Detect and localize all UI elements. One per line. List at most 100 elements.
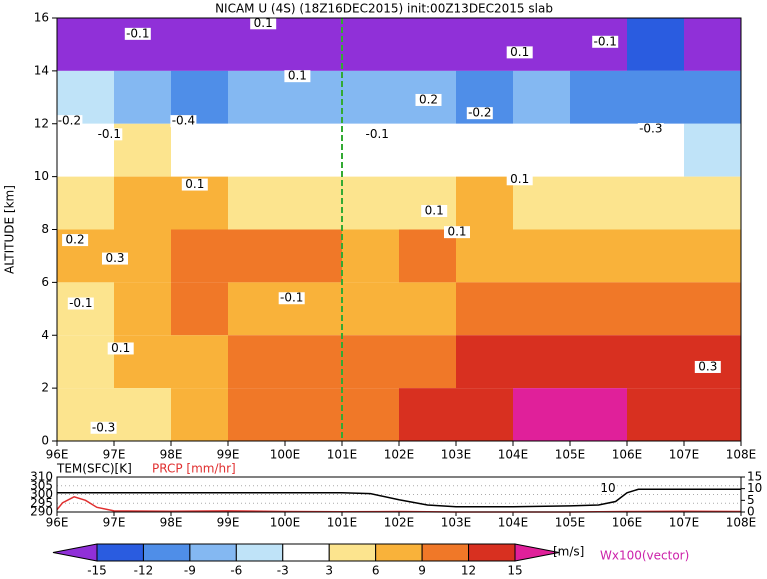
field-cell <box>513 388 570 441</box>
contour-label: 0.2 <box>66 233 85 247</box>
x-tick-label: 103E <box>441 448 472 462</box>
field-cell <box>456 388 513 441</box>
annotation-box <box>278 292 305 305</box>
field-cell <box>570 229 627 283</box>
field-cell <box>399 335 456 389</box>
colorbar-cell <box>282 543 330 562</box>
field-cell <box>627 176 684 230</box>
field-cell <box>285 335 342 389</box>
contour-label: 0.2 <box>419 92 438 106</box>
contour-label: 0.1 <box>254 16 273 30</box>
colorbar-cell <box>189 543 237 562</box>
colorbar-label: 3 <box>325 564 333 576</box>
field-cell <box>456 335 513 389</box>
contour-label: 0.1 <box>510 45 529 59</box>
annotation-box <box>102 252 128 265</box>
field-cell <box>342 70 399 124</box>
y2-tick-label: 5 <box>747 493 755 507</box>
field-cell <box>114 176 171 230</box>
contour-label: 0.1 <box>288 69 307 83</box>
field-cell <box>114 388 171 441</box>
colorbar-label: -9 <box>184 564 196 576</box>
field-cell <box>114 123 171 177</box>
field-cell <box>684 282 741 336</box>
x-tick-label: 104E <box>498 516 529 530</box>
field-cell <box>228 176 285 230</box>
field-cell <box>570 70 627 124</box>
field-cell <box>513 70 570 124</box>
field-cell <box>228 335 285 389</box>
field-cell <box>228 282 285 336</box>
field-cell <box>684 123 741 177</box>
colorbar-label: -3 <box>277 564 289 576</box>
lower-frame <box>56 476 742 513</box>
x-tick-label: 99E <box>217 448 240 462</box>
field-cell <box>114 18 171 71</box>
field-cell <box>456 229 513 283</box>
y-tick-label: 6 <box>41 275 49 289</box>
annotation-box <box>694 360 721 373</box>
x-tick-label: 100E <box>270 516 301 530</box>
x-tick-label: 99E <box>217 516 240 530</box>
legend-prcp: PRCP [mm/hr] <box>152 462 236 476</box>
field-cell <box>570 282 627 336</box>
annotation-box <box>421 204 448 217</box>
x-tick-label: 98E <box>160 448 183 462</box>
field-cell <box>627 229 684 283</box>
field-cell <box>570 176 627 230</box>
contour-label: -0.1 <box>69 296 92 310</box>
y-tick-label: 295 <box>30 496 53 510</box>
field-cell <box>171 282 228 336</box>
y2-tick-label: 15 <box>747 470 762 484</box>
contour-label: -0.3 <box>639 122 662 136</box>
field-cell <box>285 123 342 177</box>
x-tick-label: 107E <box>669 448 700 462</box>
field-cell <box>399 388 456 441</box>
contour-label: -0.3 <box>92 420 115 434</box>
contour-label: 0.3 <box>105 251 124 265</box>
field-cell <box>570 388 627 441</box>
y-axis-label: ALTITUDE [km] <box>3 185 17 274</box>
field-cell <box>285 229 342 283</box>
field-cell <box>228 229 285 283</box>
y-tick-label: 14 <box>34 63 49 77</box>
annotation-box <box>637 123 664 136</box>
contour-label: -0.1 <box>98 127 121 141</box>
x-tick-label: 97E <box>103 516 126 530</box>
field-cell <box>456 18 513 71</box>
x-tick-label: 101E <box>327 448 358 462</box>
field-cell <box>627 388 684 441</box>
field-cell <box>342 18 399 71</box>
contour-label: 0.3 <box>698 359 717 373</box>
x-tick-label: 107E <box>669 516 700 530</box>
y-tick-label: 310 <box>30 470 53 484</box>
colorbar-left <box>52 543 98 562</box>
annotation-box <box>170 115 197 128</box>
field-cell <box>513 282 570 336</box>
field-cell <box>114 70 171 124</box>
colorbar-right <box>514 543 560 562</box>
x-tick-label: 102E <box>384 448 415 462</box>
annotation-box <box>444 226 470 239</box>
field-cell <box>342 335 399 389</box>
field-cell <box>228 123 285 177</box>
annotation-box <box>415 93 442 106</box>
colorbar-cell <box>235 543 284 562</box>
x-tick-label: 98E <box>160 516 183 530</box>
x-tick-label: 105E <box>555 516 586 530</box>
field-cell <box>342 388 399 441</box>
x-tick-label: 108E <box>726 516 757 530</box>
y2-tick-label: 10 <box>747 481 762 495</box>
contour-label: -0.1 <box>365 127 388 141</box>
y-tick-label: 0 <box>41 434 49 448</box>
field-cell <box>684 176 741 230</box>
contour-label: -0.1 <box>126 26 149 40</box>
annotation-box <box>107 342 134 355</box>
contour-label: 0.1 <box>111 341 130 355</box>
field-cell <box>399 123 456 177</box>
colorbar-cell <box>421 543 470 562</box>
field-cell <box>57 335 114 389</box>
field-cell <box>171 70 228 124</box>
contour-label: -0.1 <box>280 291 303 305</box>
x-tick-label: 103E <box>441 516 472 530</box>
